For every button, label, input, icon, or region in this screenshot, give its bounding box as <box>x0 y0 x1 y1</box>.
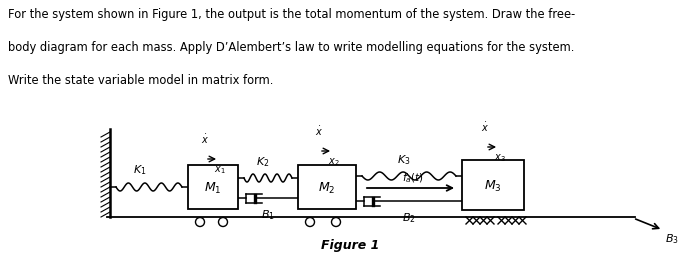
Text: $M_2$: $M_2$ <box>318 180 336 195</box>
Text: $B_1$: $B_1$ <box>261 207 275 221</box>
Text: $K_2$: $K_2$ <box>256 155 270 168</box>
Text: $\dot{x}$: $\dot{x}$ <box>201 132 209 146</box>
Text: $M_1$: $M_1$ <box>204 180 222 195</box>
Text: $K_1$: $K_1$ <box>133 163 146 176</box>
Text: Figure 1: Figure 1 <box>321 238 379 251</box>
Text: For the system shown in Figure 1, the output is the total momentum of the system: For the system shown in Figure 1, the ou… <box>8 8 575 21</box>
Text: $\dot{x}$: $\dot{x}$ <box>315 124 323 137</box>
Circle shape <box>305 218 314 227</box>
Text: $B_3$: $B_3$ <box>665 231 679 245</box>
Text: $K_3$: $K_3$ <box>397 153 410 166</box>
Bar <box>188 165 238 209</box>
Text: $f_a(t)$: $f_a(t)$ <box>402 171 424 184</box>
Text: Write the state variable model in matrix form.: Write the state variable model in matrix… <box>8 74 274 87</box>
Circle shape <box>195 218 204 227</box>
Text: $x_2$: $x_2$ <box>328 155 339 167</box>
Bar <box>462 160 524 210</box>
Bar <box>298 165 356 209</box>
Text: $x_3$: $x_3$ <box>494 151 506 163</box>
Text: $B_2$: $B_2$ <box>402 210 416 224</box>
Text: $M_3$: $M_3$ <box>484 178 502 193</box>
Text: $\dot{x}$: $\dot{x}$ <box>481 120 489 133</box>
Circle shape <box>218 218 228 227</box>
Circle shape <box>332 218 340 227</box>
Text: body diagram for each mass. Apply D’Alembert’s law to write modelling equations : body diagram for each mass. Apply D’Alem… <box>8 41 575 54</box>
Text: $x_1$: $x_1$ <box>214 163 225 175</box>
